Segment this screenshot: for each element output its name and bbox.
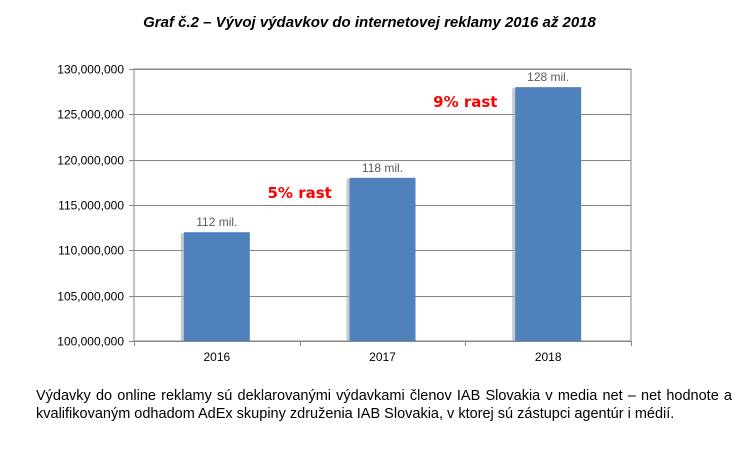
y-tick-label: 115,000,000 [58, 199, 124, 213]
data-label: 128 mil. [527, 70, 569, 84]
bar-2017 [349, 177, 416, 341]
y-tick-label: 120,000,000 [57, 154, 124, 168]
data-label: 112 mil. [196, 215, 237, 229]
y-tick-label: 130,000,000 [57, 63, 124, 77]
growth-annotation: 5% rast [268, 184, 332, 202]
y-tick-label: 125,000,000 [57, 108, 124, 122]
bar-2018 [515, 87, 582, 341]
x-tick-label: 2018 [535, 350, 562, 364]
y-tick-label: 100,000,000 [57, 335, 124, 349]
chart-caption: Výdavky do online reklamy sú deklarovaný… [36, 388, 732, 422]
y-tick-label: 105,000,000 [57, 290, 124, 304]
y-tick-label: 110,000,000 [58, 244, 124, 258]
chart-title: Graf č.2 – Vývoj výdavkov do internetove… [143, 14, 596, 31]
bar-2016 [183, 232, 250, 341]
data-label: 118 mil. [362, 161, 403, 175]
x-tick-label: 2016 [203, 350, 230, 364]
bar-chart: 100,000,000 105,000,000 110,000,000 115,000… [57, 63, 632, 364]
growth-annotation: 9% rast [433, 93, 497, 111]
x-tick-label: 2017 [369, 350, 396, 364]
